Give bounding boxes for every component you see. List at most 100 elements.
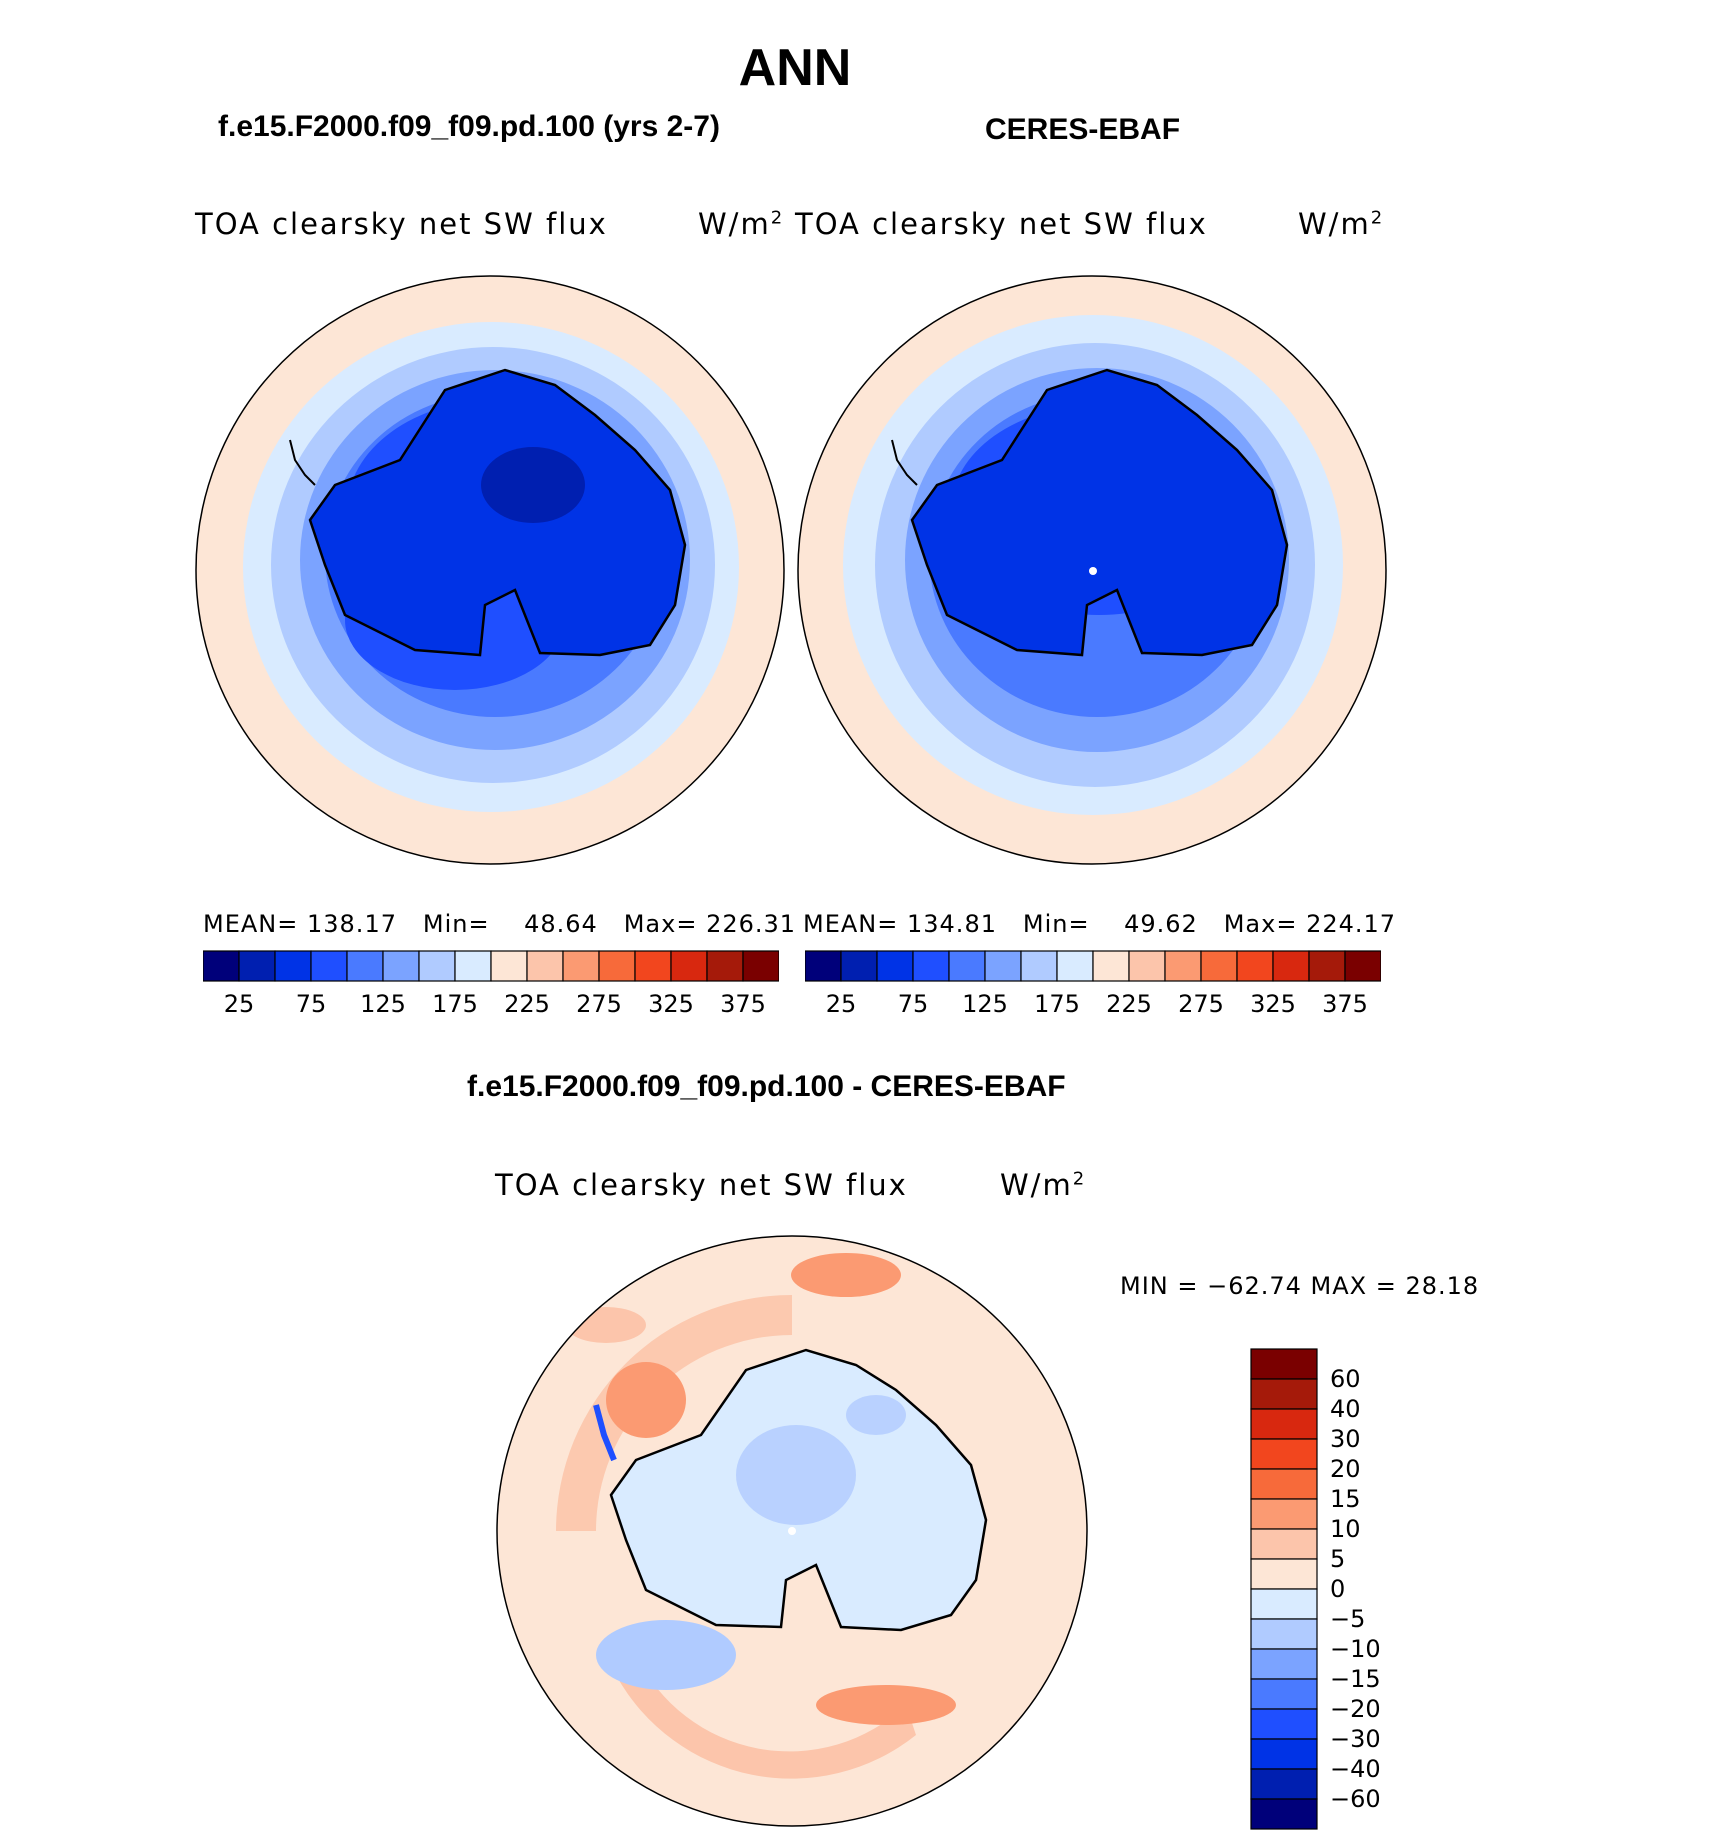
- difference-colorbar-ticks: 60 40 30 20 15 10 5 0 −5 −10 −15 −20 −30 −40 −60: [1330, 1348, 1430, 1830]
- colorbar-swatch: [840, 950, 878, 982]
- colorbar-swatch: [1250, 1558, 1318, 1590]
- colorbar-tick-label: 125: [360, 990, 406, 1018]
- colorbar-swatch: [346, 950, 384, 982]
- colorbar-tick-label: 325: [648, 990, 694, 1018]
- colorbar-swatch: [1250, 1378, 1318, 1410]
- panel1-colorbar-ticks: 25 75 125 175 225 275 325 375: [203, 990, 779, 1020]
- colorbar-swatch: [948, 950, 986, 982]
- panel2-stats: MEAN= 134.81 Min= 49.62 Max= 224.17: [803, 910, 1397, 938]
- panel2-variable: TOA clearsky net SW flux: [795, 207, 1208, 241]
- colorbar-tick-label: −30: [1330, 1725, 1381, 1753]
- colorbar-swatch: [490, 950, 528, 982]
- colorbar-tick-label: 225: [504, 990, 550, 1018]
- colorbar-swatch: [418, 950, 456, 982]
- colorbar-swatch: [1250, 1768, 1318, 1800]
- colorbar-tick-label: 175: [432, 990, 478, 1018]
- colorbar-swatch: [1164, 950, 1202, 982]
- colorbar-tick-label: −5: [1330, 1605, 1366, 1633]
- colorbar-swatch: [526, 950, 564, 982]
- colorbar-tick-label: 30: [1330, 1425, 1361, 1453]
- colorbar-tick-label: 225: [1106, 990, 1152, 1018]
- colorbar-swatch: [598, 950, 636, 982]
- colorbar-swatch: [1128, 950, 1166, 982]
- colorbar-swatch: [562, 950, 600, 982]
- colorbar-swatch: [1344, 950, 1381, 982]
- colorbar-swatch: [1250, 1528, 1318, 1560]
- panel2-colorbar-ticks: 25 75 125 175 225 275 325 375: [805, 990, 1381, 1020]
- diff-variable: TOA clearsky net SW flux: [495, 1168, 908, 1202]
- colorbar-swatch: [876, 950, 914, 982]
- colorbar-swatch: [1272, 950, 1310, 982]
- colorbar-swatch: [203, 950, 240, 982]
- colorbar-swatch: [1250, 1738, 1318, 1770]
- panel1-colorbar: [203, 950, 779, 982]
- panel1-stats: MEAN= 138.17 Min= 48.64 Max= 226.31: [203, 910, 797, 938]
- colorbar-tick-label: 0: [1330, 1575, 1346, 1603]
- colorbar-swatch: [1250, 1618, 1318, 1650]
- colorbar-tick-label: −60: [1330, 1785, 1381, 1813]
- obs-polar-map: [797, 275, 1387, 865]
- colorbar-tick-label: 375: [1322, 990, 1368, 1018]
- colorbar-swatch: [1236, 950, 1274, 982]
- season-title: ANN: [738, 39, 852, 97]
- colorbar-swatch: [1250, 1588, 1318, 1620]
- diff-title: f.e15.F2000.f09_f09.pd.100 - CERES-EBAF: [467, 1070, 1066, 1103]
- diff-minmax: MIN = −62.74 MAX = 28.18: [1120, 1272, 1480, 1300]
- colorbar-tick-label: −10: [1330, 1635, 1381, 1663]
- colorbar-swatch: [912, 950, 950, 982]
- colorbar-tick-label: 75: [295, 990, 327, 1018]
- antarctica-landmass: [910, 368, 1289, 657]
- colorbar-tick-label: 75: [897, 990, 929, 1018]
- colorbar-swatch: [274, 950, 312, 982]
- colorbar-tick-label: 5: [1330, 1545, 1346, 1573]
- colorbar-swatch: [1250, 1648, 1318, 1680]
- colorbar-swatch: [1092, 950, 1130, 982]
- test-case-title: f.e15.F2000.f09_f09.pd.100 (yrs 2-7): [218, 110, 720, 143]
- panel2-units: W/m2: [1298, 207, 1385, 241]
- colorbar-swatch: [1056, 950, 1094, 982]
- colorbar-tick-label: −20: [1330, 1695, 1381, 1723]
- colorbar-swatch: [1020, 950, 1058, 982]
- colorbar-swatch: [805, 950, 842, 982]
- colorbar-swatch: [634, 950, 672, 982]
- panel1-variable: TOA clearsky net SW flux: [195, 207, 608, 241]
- colorbar-tick-label: 20: [1330, 1455, 1361, 1483]
- panel1-units: W/m2: [698, 207, 785, 241]
- difference-colorbar: [1250, 1348, 1318, 1830]
- colorbar-tick-label: 175: [1034, 990, 1080, 1018]
- colorbar-swatch: [1250, 1408, 1318, 1440]
- colorbar-tick-label: −15: [1330, 1665, 1381, 1693]
- colorbar-swatch: [1200, 950, 1238, 982]
- colorbar-swatch: [310, 950, 348, 982]
- colorbar-tick-label: 275: [1178, 990, 1224, 1018]
- colorbar-tick-label: 40: [1330, 1395, 1361, 1423]
- colorbar-swatch: [742, 950, 779, 982]
- colorbar-swatch: [706, 950, 744, 982]
- colorbar-swatch: [1250, 1348, 1318, 1380]
- colorbar-swatch: [670, 950, 708, 982]
- colorbar-tick-label: 375: [720, 990, 766, 1018]
- difference-polar-map: [496, 1235, 1088, 1827]
- colorbar-tick-label: 325: [1250, 990, 1296, 1018]
- colorbar-swatch: [454, 950, 492, 982]
- diff-units: W/m2: [1000, 1168, 1087, 1202]
- colorbar-swatch: [1250, 1678, 1318, 1710]
- obs-case-title: CERES-EBAF: [985, 113, 1181, 146]
- colorbar-tick-label: 25: [825, 990, 857, 1018]
- test-polar-map: [195, 275, 785, 865]
- colorbar-swatch: [238, 950, 276, 982]
- colorbar-swatch: [1250, 1438, 1318, 1470]
- colorbar-tick-label: 275: [576, 990, 622, 1018]
- colorbar-swatch: [1250, 1498, 1318, 1530]
- colorbar-tick-label: 15: [1330, 1485, 1361, 1513]
- colorbar-swatch: [1308, 950, 1346, 982]
- colorbar-swatch: [1250, 1468, 1318, 1500]
- colorbar-swatch: [1250, 1798, 1318, 1830]
- colorbar-tick-label: −40: [1330, 1755, 1381, 1783]
- colorbar-tick-label: 125: [962, 990, 1008, 1018]
- colorbar-swatch: [984, 950, 1022, 982]
- colorbar-swatch: [382, 950, 420, 982]
- panel2-colorbar: [805, 950, 1381, 982]
- colorbar-tick-label: 60: [1330, 1365, 1361, 1393]
- colorbar-tick-label: 25: [223, 990, 255, 1018]
